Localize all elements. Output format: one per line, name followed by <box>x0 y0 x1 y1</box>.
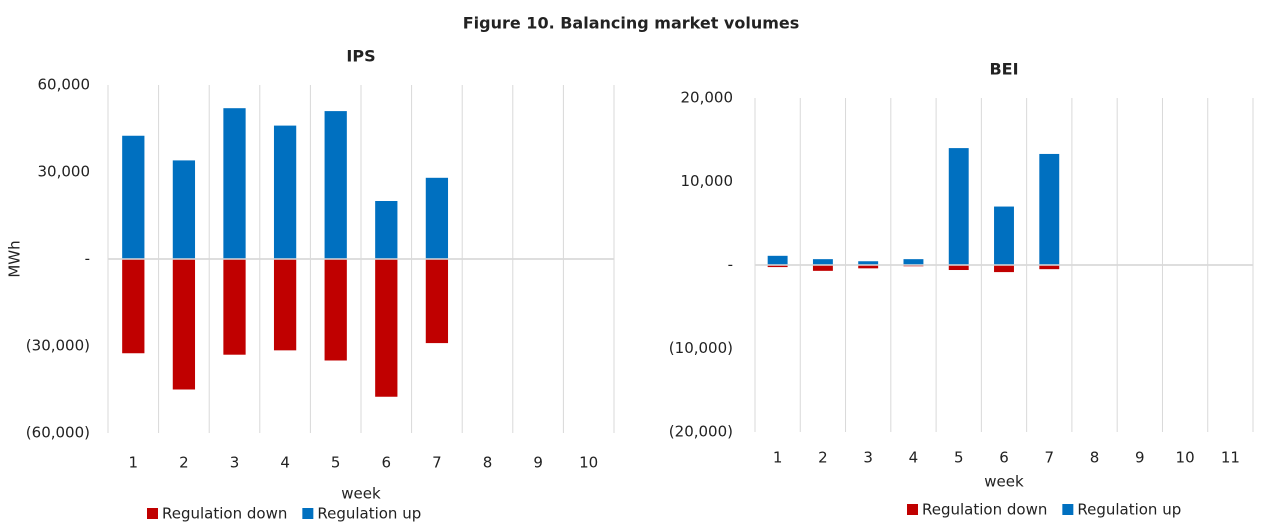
x-tick-label: 9 <box>533 454 543 472</box>
y-tick-label: (20,000) <box>669 423 733 441</box>
bar <box>812 265 833 271</box>
legend-label: Regulation down <box>162 505 287 523</box>
y-tick-label: - <box>85 250 90 268</box>
x-tick-label: 3 <box>230 454 240 472</box>
x-tick-label: 8 <box>483 454 493 472</box>
bar <box>375 259 398 397</box>
y-tick-label: (10,000) <box>669 339 733 357</box>
x-tick-label: 10 <box>1176 449 1195 467</box>
x-tick-label: 8 <box>1090 449 1100 467</box>
x-tick-label: 5 <box>331 454 341 472</box>
bar <box>994 265 1014 273</box>
bar <box>122 135 145 259</box>
y-tick-label: - <box>728 256 733 274</box>
y-tick-label: 10,000 <box>681 172 734 190</box>
y-tick-label: 20,000 <box>681 89 734 107</box>
bar <box>375 201 398 259</box>
x-tick-label: 11 <box>1221 449 1240 467</box>
y-tick-label: (60,000) <box>26 424 90 442</box>
legend-label: Regulation up <box>317 505 421 523</box>
bar <box>425 259 449 344</box>
bar <box>223 108 246 259</box>
bar <box>858 265 879 269</box>
x-tick-label: 5 <box>954 449 964 467</box>
x-tick-label: 3 <box>863 449 873 467</box>
x-tick-label: 6 <box>999 449 1009 467</box>
bar <box>858 261 879 265</box>
chart-title: BEI <box>989 60 1018 79</box>
bar <box>1039 153 1060 265</box>
legend-swatch <box>907 504 918 515</box>
bar <box>948 265 969 271</box>
legend-label: Regulation up <box>1077 501 1181 519</box>
bar <box>324 259 347 361</box>
y-tick-label: 60,000 <box>38 76 91 94</box>
x-tick-label: 7 <box>1044 449 1054 467</box>
x-tick-label: 4 <box>909 449 919 467</box>
x-tick-label: 2 <box>818 449 828 467</box>
x-tick-label: 10 <box>579 454 598 472</box>
x-tick-label: 6 <box>382 454 392 472</box>
bar <box>273 125 297 259</box>
y-tick-label: (30,000) <box>26 337 90 355</box>
bar <box>273 259 297 351</box>
legend-swatch <box>147 508 158 519</box>
bar <box>903 259 924 265</box>
legend-label: Regulation down <box>922 501 1047 519</box>
figure-title: Figure 10. Balancing market volumes <box>463 14 800 33</box>
legend-swatch <box>302 508 314 519</box>
bar <box>812 259 833 265</box>
bar <box>324 111 347 259</box>
bar <box>948 148 969 265</box>
y-axis-label: MWh <box>6 240 24 277</box>
bar <box>172 259 196 390</box>
bar <box>767 265 788 268</box>
bar <box>1039 265 1060 270</box>
x-axis-label: week <box>984 473 1024 491</box>
bar <box>767 255 788 265</box>
x-tick-label: 2 <box>179 454 189 472</box>
bar <box>172 160 196 259</box>
x-axis-label: week <box>341 485 381 503</box>
legend-swatch <box>1062 504 1074 515</box>
x-tick-label: 1 <box>129 454 139 472</box>
bar <box>425 177 449 259</box>
bar <box>994 206 1014 265</box>
x-tick-label: 9 <box>1135 449 1145 467</box>
y-tick-label: 30,000 <box>38 163 91 181</box>
x-tick-label: 1 <box>773 449 783 467</box>
bar <box>122 259 145 354</box>
bar <box>223 259 246 355</box>
chart-title: IPS <box>346 47 375 66</box>
x-tick-label: 7 <box>432 454 442 472</box>
x-tick-label: 4 <box>280 454 290 472</box>
